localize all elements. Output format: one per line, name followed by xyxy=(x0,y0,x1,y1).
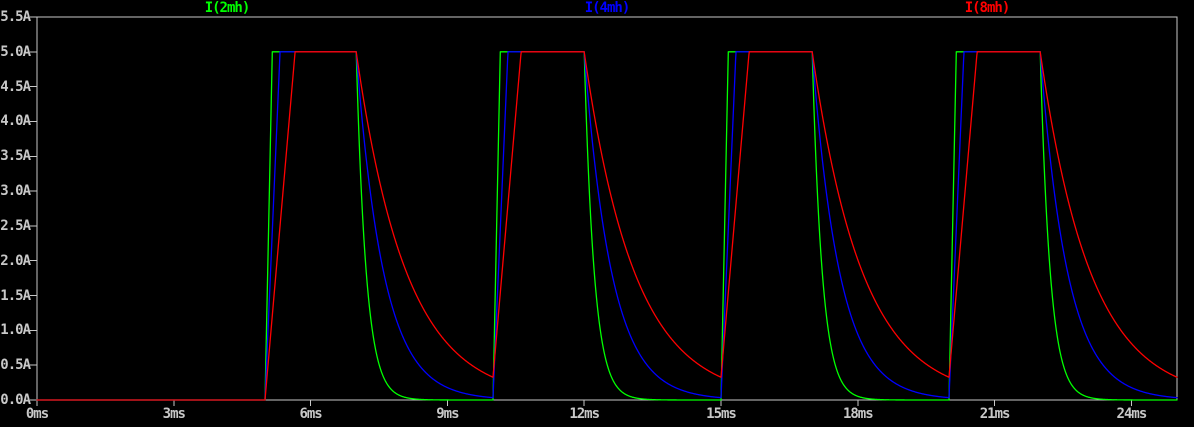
legend-i4mh[interactable]: I(4mh) xyxy=(584,0,631,16)
x-tick-label: 6ms xyxy=(299,406,322,422)
trace-i2mh[interactable] xyxy=(36,51,1178,401)
y-tick-label: 3.0A xyxy=(0,183,31,200)
plot-border xyxy=(36,16,1178,401)
y-tick-label: 2.0A xyxy=(0,252,31,269)
y-tick-label: 2.5A xyxy=(0,217,31,234)
x-tick-label: 12ms xyxy=(569,406,600,422)
y-tick-label: 0.0A xyxy=(0,392,31,408)
legend-i8mh[interactable]: I(8mh) xyxy=(964,0,1011,16)
y-tick-label: 1.5A xyxy=(0,287,31,304)
y-tick-label: 4.5A xyxy=(0,78,31,95)
y-tick-label: 4.0A xyxy=(0,113,31,130)
x-tick-label: 15ms xyxy=(706,406,737,422)
x-tick-label: 18ms xyxy=(842,406,874,422)
x-tick-label: 24ms xyxy=(1116,406,1148,422)
y-tick-label: 0.5A xyxy=(0,357,31,374)
y-tick-label: 5.5A xyxy=(0,9,31,25)
x-tick-label: 21ms xyxy=(979,406,1011,422)
trace-i8mh[interactable] xyxy=(36,51,1178,401)
y-tick-label: 5.0A xyxy=(0,43,31,60)
legend-i2mh[interactable]: I(2mh) xyxy=(204,0,251,16)
trace-i4mh[interactable] xyxy=(36,51,1178,401)
x-tick-label: 9ms xyxy=(436,406,459,422)
x-tick-label: 0ms xyxy=(25,406,49,422)
x-tick-label: 3ms xyxy=(162,406,186,422)
y-tick-label: 1.0A xyxy=(0,322,31,339)
y-tick-label: 3.5A xyxy=(0,148,31,165)
